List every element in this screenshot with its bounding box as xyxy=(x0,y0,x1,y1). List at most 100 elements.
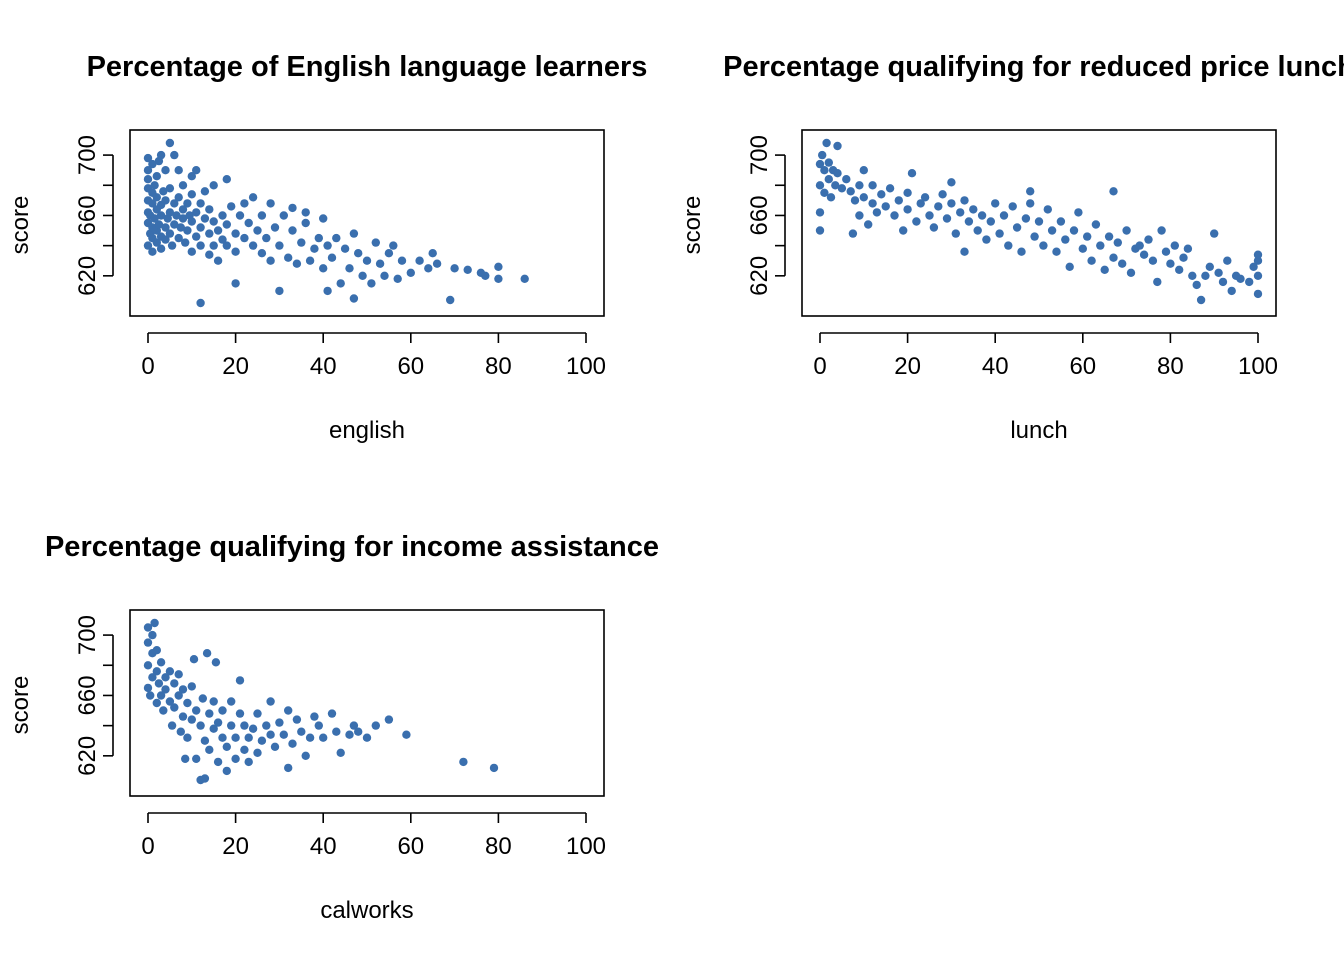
data-point xyxy=(143,623,153,632)
data-point xyxy=(349,721,359,730)
data-point xyxy=(1170,241,1180,250)
y-axis: 620 660 700 xyxy=(74,615,114,776)
data-point xyxy=(1047,226,1057,235)
data-point xyxy=(494,262,503,271)
data-point xyxy=(1253,271,1263,280)
data-point xyxy=(1166,259,1175,268)
data-point xyxy=(397,256,407,265)
x-tick-label: 80 xyxy=(1157,353,1184,380)
data-point xyxy=(244,757,253,767)
data-point xyxy=(196,241,205,250)
data-point xyxy=(170,703,179,712)
panel-calworks: Percentage qualifying for income assista… xyxy=(7,531,659,924)
data-point xyxy=(165,229,175,238)
data-point xyxy=(1196,295,1206,305)
data-point xyxy=(1061,235,1070,244)
data-point xyxy=(161,685,170,694)
data-point xyxy=(161,223,170,232)
data-point xyxy=(999,211,1009,220)
data-point xyxy=(178,205,188,214)
data-point xyxy=(354,727,363,736)
data-point xyxy=(319,733,328,742)
data-point xyxy=(336,748,345,757)
data-point xyxy=(319,214,328,223)
data-point xyxy=(1100,265,1109,274)
y-tick-label: 620 xyxy=(74,736,101,776)
data-point xyxy=(231,733,240,742)
data-point xyxy=(947,199,956,208)
y-tick-label: 700 xyxy=(74,135,101,175)
data-point xyxy=(1253,289,1263,299)
data-point xyxy=(165,667,175,676)
data-point xyxy=(890,211,899,220)
data-point xyxy=(345,730,354,739)
x-tick-label: 100 xyxy=(566,353,606,380)
data-point xyxy=(218,706,227,715)
data-point xyxy=(159,187,168,196)
data-point xyxy=(148,630,157,640)
y-tick-label: 620 xyxy=(746,256,773,296)
data-point xyxy=(152,238,161,247)
x-tick-label: 60 xyxy=(1069,353,1096,380)
x-axis: 0 20 40 60 80 100 xyxy=(141,812,606,860)
x-tick-label: 60 xyxy=(397,833,424,860)
data-point xyxy=(253,709,262,718)
data-point xyxy=(231,229,240,238)
data-point xyxy=(209,697,218,706)
data-point xyxy=(899,226,908,235)
data-point xyxy=(960,247,969,256)
y-tick-label: 660 xyxy=(746,195,773,235)
data-point xyxy=(176,727,185,736)
data-point xyxy=(323,241,332,250)
x-tick-label: 40 xyxy=(310,833,337,860)
data-point xyxy=(187,217,196,226)
panel-english: Percentage of English language learners … xyxy=(7,51,647,444)
data-point xyxy=(459,757,468,767)
data-point xyxy=(868,199,877,208)
data-point xyxy=(336,279,345,288)
data-point xyxy=(327,709,337,718)
data-point xyxy=(253,748,262,757)
data-point xyxy=(148,673,157,682)
data-point xyxy=(174,691,183,700)
data-point xyxy=(1091,220,1101,229)
data-point xyxy=(174,193,183,202)
data-point xyxy=(842,175,851,184)
data-point xyxy=(332,233,341,243)
data-point xyxy=(222,241,231,250)
data-point xyxy=(279,730,288,739)
points xyxy=(143,618,499,785)
data-point xyxy=(986,217,995,226)
data-point xyxy=(196,199,205,208)
data-point xyxy=(235,709,245,718)
data-point xyxy=(818,150,827,160)
data-point xyxy=(248,241,258,250)
data-point xyxy=(161,196,170,205)
data-point xyxy=(213,757,223,767)
data-point xyxy=(196,223,205,232)
data-point xyxy=(362,256,372,265)
data-point xyxy=(301,218,310,228)
data-point xyxy=(1039,241,1048,250)
x-tick-label: 100 xyxy=(566,833,606,860)
data-point xyxy=(146,691,155,700)
data-point xyxy=(367,279,376,288)
data-point xyxy=(181,238,190,247)
data-point xyxy=(257,249,267,258)
chart-title: Percentage qualifying for income assista… xyxy=(45,531,659,563)
data-point xyxy=(156,658,166,667)
data-point xyxy=(288,226,297,235)
data-point xyxy=(143,638,153,647)
data-point xyxy=(826,193,836,202)
data-point xyxy=(1218,277,1228,287)
data-point xyxy=(275,286,284,296)
data-point xyxy=(205,745,214,754)
data-point xyxy=(310,712,319,721)
data-point xyxy=(222,220,231,229)
data-point xyxy=(284,763,293,773)
data-point xyxy=(1052,247,1061,256)
data-point xyxy=(183,199,192,208)
data-point xyxy=(1126,268,1136,277)
points xyxy=(143,138,529,308)
